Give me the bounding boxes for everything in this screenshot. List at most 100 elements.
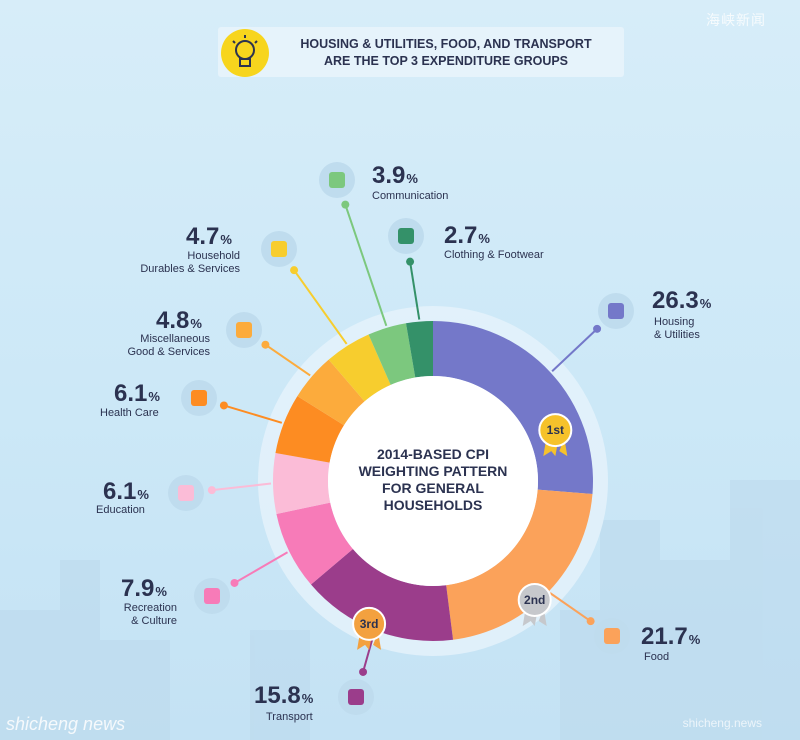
value-miscellaneous: 4.8% [156, 308, 202, 337]
slice-health-care [275, 396, 344, 463]
graduation-cap-icon [168, 475, 204, 511]
leader-line-housing-and-utilities [551, 328, 598, 372]
unit-symbol: % [137, 487, 149, 502]
label-line: Education [96, 504, 145, 516]
rank-badge-label: 2nd [524, 593, 545, 607]
slice-recreation-and-culture [276, 502, 353, 585]
unit-symbol: % [699, 296, 712, 311]
corner-watermark: 海峡新闻 [706, 12, 766, 28]
leader-line-communication [344, 204, 388, 327]
building-icon [598, 293, 634, 329]
value-education: 6.1% [103, 479, 149, 508]
value-recreation-culture: 7.9% [121, 576, 167, 605]
category-icons [168, 162, 634, 715]
slice-food [446, 489, 593, 640]
phone-icon [319, 162, 355, 198]
slice-communication [368, 323, 416, 385]
unit-symbol: % [688, 632, 701, 647]
value-number: 15.8 [254, 682, 301, 709]
unit-symbol: % [155, 584, 167, 599]
unit-symbol: % [220, 232, 232, 247]
value-number: 3.9 [372, 162, 406, 189]
label-line: Household [187, 250, 240, 262]
value-number: 4.7 [186, 223, 220, 250]
leader-line-clothing-and-footwear [409, 261, 421, 320]
slice-miscellaneous-good-and-services [297, 359, 365, 426]
shirt-icon [388, 218, 424, 254]
value-number: 26.3 [652, 287, 699, 314]
value-number: 2.7 [444, 222, 478, 249]
label-line: Housing [654, 316, 695, 328]
washing-machine-icon [261, 231, 297, 267]
label-line: Good & Services [127, 346, 210, 358]
slice-household-durables-and-services [328, 334, 391, 402]
value-number: 7.9 [121, 575, 155, 602]
center-line-1: 2014-BASED CPI [376, 446, 490, 462]
leader-line-food [549, 592, 592, 622]
leader-dot-housing-and-utilities [593, 324, 602, 333]
center-line-4: HOUSEHOLDS [383, 497, 483, 513]
label-food: Food [644, 651, 669, 664]
label-line: & Utilities [654, 329, 700, 341]
value-number: 6.1 [114, 380, 148, 407]
header-line-1: HOUSING & UTILITIES, FOOD, AND TRANSPORT [300, 37, 592, 51]
value-household-durables: 4.7% [186, 224, 232, 253]
unit-symbol: % [190, 316, 202, 331]
slice-education [273, 452, 331, 514]
header-title: HOUSING & UTILITIES, FOOD, AND TRANSPORT… [276, 36, 616, 70]
label-line: Miscellaneous [140, 333, 210, 345]
camera-icon [194, 578, 230, 614]
donut-hole [328, 376, 538, 586]
leader-line-miscellaneous-good-and-services [264, 343, 311, 377]
label-line: Communication [372, 190, 449, 202]
leader-dot-communication [341, 200, 350, 209]
rank-badge-label: 3rd [360, 617, 379, 631]
unit-symbol: % [406, 171, 418, 186]
value-number: 21.7 [641, 623, 688, 650]
label-line: & Culture [131, 615, 177, 627]
leader-dot-food [586, 617, 595, 626]
center-line-3: FOR GENERAL [382, 480, 484, 496]
label-housing-utilities: Housing & Utilities [654, 316, 700, 342]
label-line: Clothing & Footwear [444, 249, 544, 261]
rank-badge-first: 1st [538, 413, 573, 457]
value-number: 4.8 [156, 307, 190, 334]
value-health-care: 6.1% [114, 381, 160, 410]
label-recreation-culture: Recreation & Culture [119, 602, 177, 628]
leader-line-recreation-and-culture [233, 551, 289, 584]
label-communication: Communication [372, 190, 448, 203]
watermark-left: shicheng news [6, 714, 126, 734]
value-transport: 15.8% [254, 683, 313, 712]
header-banner [218, 27, 624, 77]
leader-dot-recreation-and-culture [230, 578, 239, 587]
leader-line-education [211, 482, 272, 492]
chart-center-title: 2014-BASED CPI WEIGHTING PATTERN FOR GEN… [333, 446, 533, 514]
label-line: Recreation [123, 602, 177, 614]
bandage-icon [181, 380, 217, 416]
leader-lines [207, 200, 602, 676]
watermark-right: shicheng.news [682, 716, 762, 730]
leader-dot-transport [359, 667, 368, 676]
leader-dot-clothing-and-footwear [406, 257, 415, 266]
value-clothing-footwear: 2.7% [444, 223, 490, 252]
value-number: 6.1 [103, 478, 137, 505]
unit-symbol: % [478, 231, 490, 246]
leader-line-health-care [223, 404, 283, 424]
food-bowl-icon [594, 618, 630, 654]
slice-clothing-and-footwear [405, 321, 433, 378]
rank-badges: 1st 2nd 3rd [352, 413, 573, 650]
leader-dot-education [207, 486, 216, 495]
unit-symbol: % [148, 389, 160, 404]
header-line-2: ARE THE TOP 3 EXPENDITURE GROUPS [323, 54, 569, 68]
rank-badge-third: 3rd [352, 606, 387, 650]
rank-badge-second: 2nd [517, 582, 552, 626]
lightbulb-icon [221, 29, 269, 77]
leader-dot-miscellaneous-good-and-services [261, 340, 270, 349]
label-line: Health Care [100, 407, 159, 419]
leader-dot-health-care [219, 401, 228, 410]
label-line: Food [644, 651, 670, 663]
label-miscellaneous: Miscellaneous Good & Services [118, 333, 210, 359]
label-health-care: Health Care [100, 407, 159, 420]
